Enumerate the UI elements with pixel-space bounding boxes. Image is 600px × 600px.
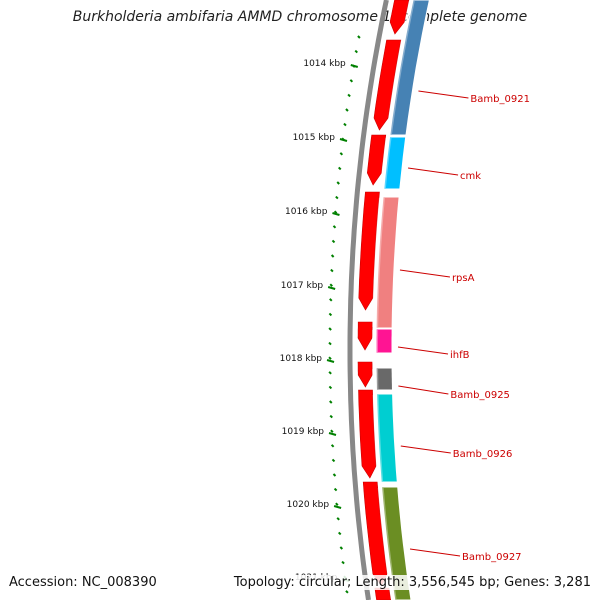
ruler-minor-tick bbox=[332, 225, 337, 229]
gene-bar-cmk bbox=[383, 136, 407, 190]
gene-label-leader bbox=[399, 269, 451, 278]
accession-text: Accession: NC_008390 bbox=[6, 575, 160, 590]
ruler-minor-tick bbox=[328, 371, 332, 375]
ruler-minor-tick bbox=[328, 385, 333, 390]
ruler-minor-tick bbox=[347, 93, 351, 98]
gene-label: Bamb_0925 bbox=[450, 390, 510, 401]
ruler-minor-tick bbox=[341, 137, 345, 141]
ruler-minor-tick bbox=[330, 444, 335, 448]
gene-track bbox=[372, 0, 430, 600]
ruler-minor-tick bbox=[330, 429, 334, 433]
ruler-minor-tick bbox=[328, 312, 333, 317]
kbp-ruler: 1014 kbp 1015 kbp 1016 kbp 1017 kbp 1018 kbp… bbox=[280, 35, 361, 594]
ruler-minor-tick bbox=[345, 108, 349, 112]
gene-bar-bamb_0921 bbox=[389, 0, 430, 136]
gene-label-leader bbox=[400, 445, 451, 454]
ruler-minor-tick bbox=[331, 239, 336, 244]
ruler-major-tick bbox=[328, 432, 337, 436]
ruler-label: 1014 kbp bbox=[303, 59, 346, 69]
topology-text: Topology: circular; Length: 3,556,545 bp… bbox=[230, 575, 594, 590]
gene-bar-highlight bbox=[372, 330, 379, 352]
gene-bar-bamb_0926 bbox=[376, 393, 398, 483]
ruler-minor-tick bbox=[329, 400, 333, 404]
gene-label: Bamb_0927 bbox=[462, 552, 522, 563]
gene-bar-ihfb bbox=[375, 328, 393, 354]
gene-bar-highlight bbox=[377, 488, 397, 599]
ruler-minor-tick bbox=[332, 473, 337, 477]
backbone-line bbox=[347, 0, 389, 600]
ruler-minor-tick bbox=[330, 254, 335, 258]
ruler-label: 1017 kbp bbox=[281, 281, 324, 291]
ruler-minor-tick bbox=[328, 327, 332, 331]
ruler-minor-tick bbox=[329, 414, 333, 419]
ruler-minor-tick bbox=[328, 356, 332, 360]
cds-arrow bbox=[357, 321, 373, 351]
ruler-minor-tick bbox=[328, 341, 332, 346]
gene-label-leader bbox=[409, 548, 461, 557]
gene-bar-rpsa bbox=[375, 196, 400, 329]
ruler-minor-tick bbox=[331, 458, 336, 463]
gene-label: rpsA bbox=[452, 273, 475, 284]
ruler-minor-tick bbox=[338, 166, 342, 171]
ruler-minor-tick bbox=[345, 590, 349, 594]
chromosome-backbone bbox=[347, 0, 389, 600]
ruler-major-tick bbox=[332, 212, 340, 216]
gene-label-leader bbox=[397, 346, 449, 355]
cds-arrow bbox=[366, 134, 387, 186]
ruler-label: 1016 kbp bbox=[285, 207, 328, 217]
ruler-minor-tick bbox=[343, 122, 347, 127]
ruler-minor-tick bbox=[341, 560, 345, 565]
gene-label: Bamb_0926 bbox=[453, 449, 513, 460]
gene-label: ihfB bbox=[450, 350, 470, 361]
ruler-label: 1018 kbp bbox=[280, 354, 323, 364]
ruler-minor-tick bbox=[357, 35, 361, 39]
cds-arrow bbox=[358, 389, 377, 479]
ruler-label: 1015 kbp bbox=[293, 133, 336, 143]
cds-arrow bbox=[373, 39, 402, 131]
gene-label-leader bbox=[398, 385, 449, 395]
cds-arrow bbox=[374, 587, 392, 600]
ruler-minor-tick bbox=[333, 210, 338, 214]
cds-arrow bbox=[389, 0, 410, 35]
ruler-minor-tick bbox=[352, 64, 356, 68]
ruler-minor-tick bbox=[335, 502, 339, 506]
ruler-minor-tick bbox=[329, 298, 333, 302]
gene-bar-bamb_0927 bbox=[381, 486, 412, 600]
ruler-major-tick bbox=[326, 359, 335, 363]
cds-arrow bbox=[358, 191, 380, 311]
gene-bar-highlight bbox=[379, 138, 392, 188]
gene-label-leader bbox=[418, 90, 469, 99]
ruler-minor-tick bbox=[329, 283, 333, 287]
ruler-minor-tick bbox=[335, 195, 339, 200]
ruler-minor-tick bbox=[336, 181, 340, 185]
ruler-label: 1020 kbp bbox=[287, 500, 330, 510]
ruler-minor-tick bbox=[336, 517, 340, 521]
ruler-label: 1019 kbp bbox=[282, 427, 325, 437]
gene-bar-highlight bbox=[372, 369, 379, 389]
cds-track bbox=[357, 0, 410, 600]
gene-label: cmk bbox=[460, 171, 481, 182]
ruler-minor-tick bbox=[330, 268, 334, 273]
ruler-minor-tick bbox=[333, 487, 338, 492]
gene-bar-bamb_0925 bbox=[375, 367, 394, 391]
gene-label-leader bbox=[407, 167, 459, 176]
gene-label: Bamb_0921 bbox=[470, 94, 530, 105]
ruler-minor-tick bbox=[337, 531, 342, 536]
ruler-minor-tick bbox=[339, 152, 344, 156]
ruler-minor-tick bbox=[339, 546, 344, 550]
ruler-major-tick bbox=[327, 286, 336, 290]
gene-bar-highlight bbox=[372, 198, 385, 327]
ruler-minor-tick bbox=[349, 79, 354, 83]
ruler-major-tick bbox=[333, 505, 342, 509]
ruler-minor-tick bbox=[354, 49, 358, 54]
gene-bar-highlight bbox=[386, 1, 415, 134]
cds-arrow bbox=[357, 361, 373, 388]
gene-bar-highlight bbox=[372, 395, 384, 481]
